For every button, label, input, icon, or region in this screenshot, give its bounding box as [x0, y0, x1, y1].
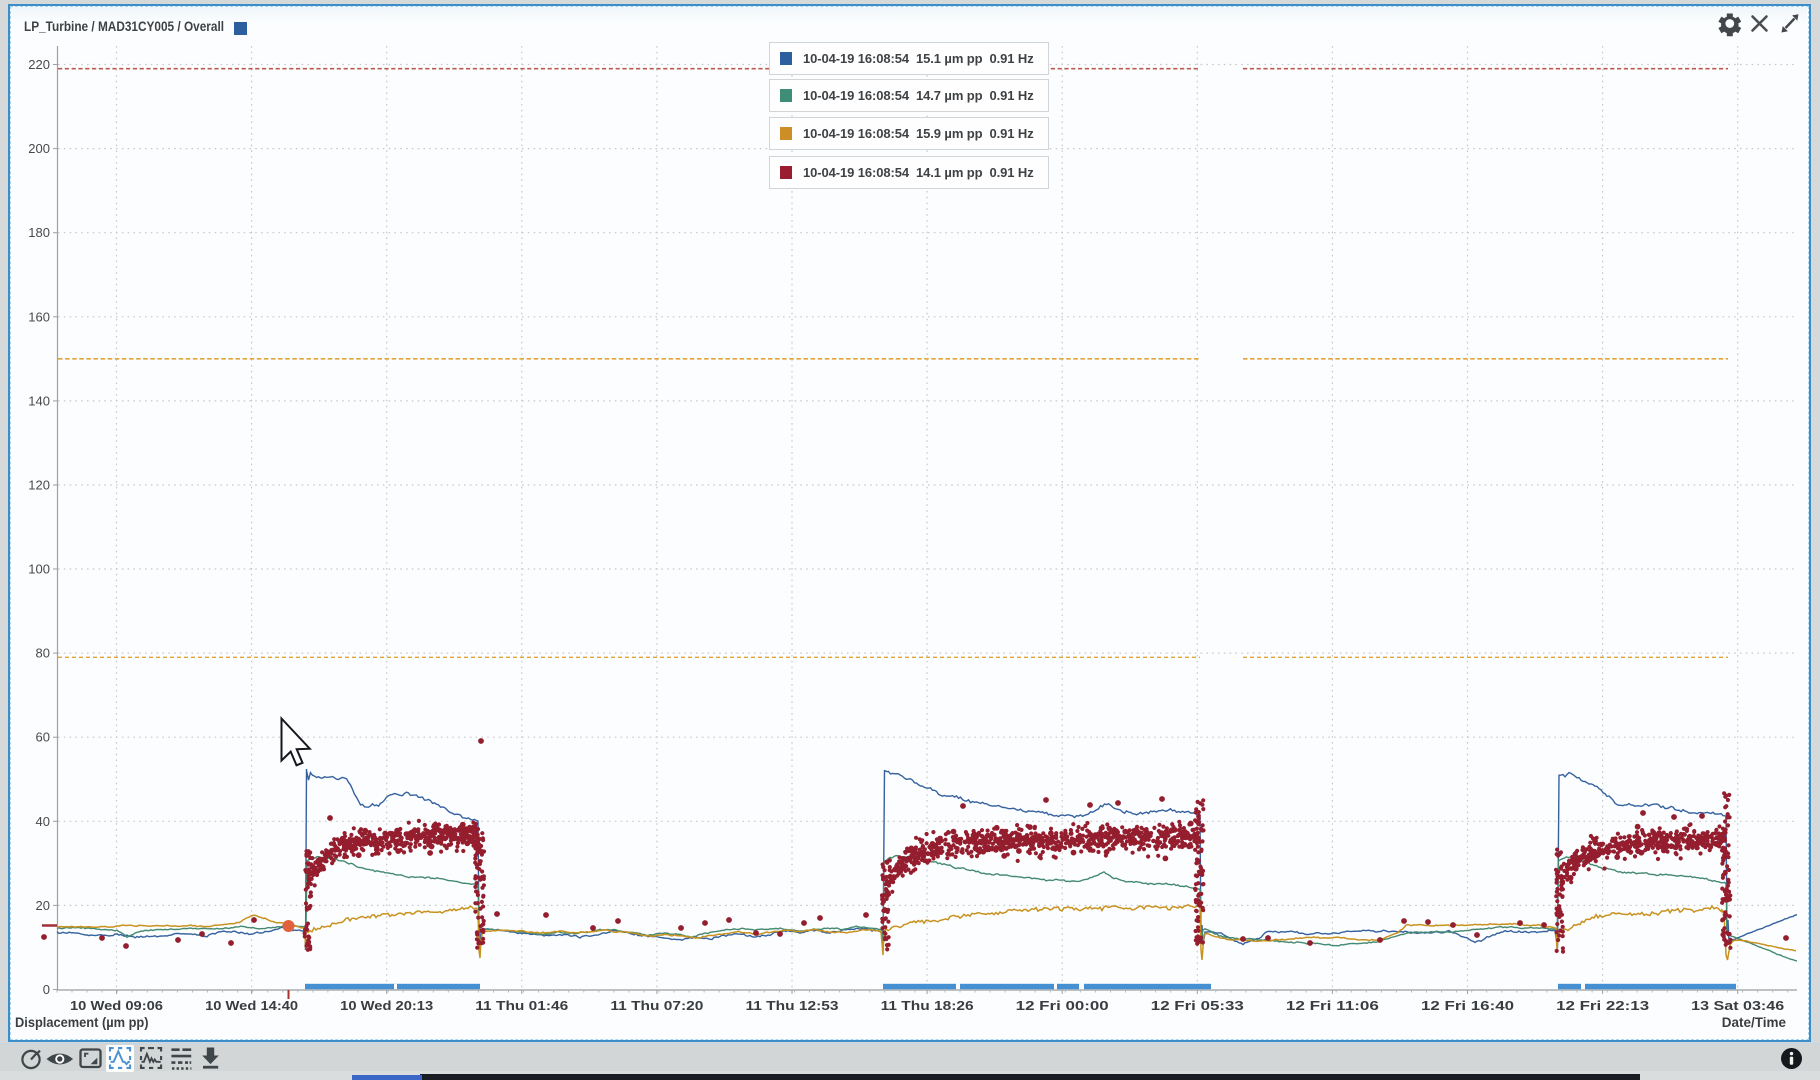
svg-text:0: 0 — [43, 982, 50, 997]
svg-text:60: 60 — [36, 730, 50, 745]
svg-text:140: 140 — [28, 393, 50, 408]
svg-text:40: 40 — [36, 814, 50, 829]
svg-text:12 Fri 00:00: 12 Fri 00:00 — [1016, 998, 1109, 1013]
svg-text:11 Thu 12:53: 11 Thu 12:53 — [746, 998, 839, 1013]
svg-text:120: 120 — [28, 478, 50, 493]
svg-text:13 Sat 03:46: 13 Sat 03:46 — [1691, 998, 1784, 1013]
svg-text:10 Wed 20:13: 10 Wed 20:13 — [340, 998, 433, 1013]
svg-text:10 Wed 09:06: 10 Wed 09:06 — [70, 998, 163, 1013]
svg-text:12 Fri 05:33: 12 Fri 05:33 — [1151, 998, 1244, 1013]
svg-text:20: 20 — [36, 898, 50, 913]
svg-text:12 Fri 22:13: 12 Fri 22:13 — [1556, 998, 1649, 1013]
svg-text:10 Wed 14:40: 10 Wed 14:40 — [205, 998, 298, 1013]
svg-text:11 Thu 01:46: 11 Thu 01:46 — [475, 998, 568, 1013]
svg-text:11 Thu 07:20: 11 Thu 07:20 — [610, 998, 703, 1013]
svg-text:200: 200 — [28, 141, 50, 156]
svg-text:80: 80 — [36, 646, 50, 661]
svg-text:160: 160 — [28, 309, 50, 324]
svg-text:12 Fri 16:40: 12 Fri 16:40 — [1421, 998, 1514, 1013]
svg-text:12 Fri 11:06: 12 Fri 11:06 — [1286, 998, 1379, 1013]
svg-text:11 Thu 18:26: 11 Thu 18:26 — [881, 998, 974, 1013]
svg-text:100: 100 — [28, 562, 50, 577]
svg-text:220: 220 — [28, 57, 50, 72]
svg-text:180: 180 — [28, 225, 50, 240]
